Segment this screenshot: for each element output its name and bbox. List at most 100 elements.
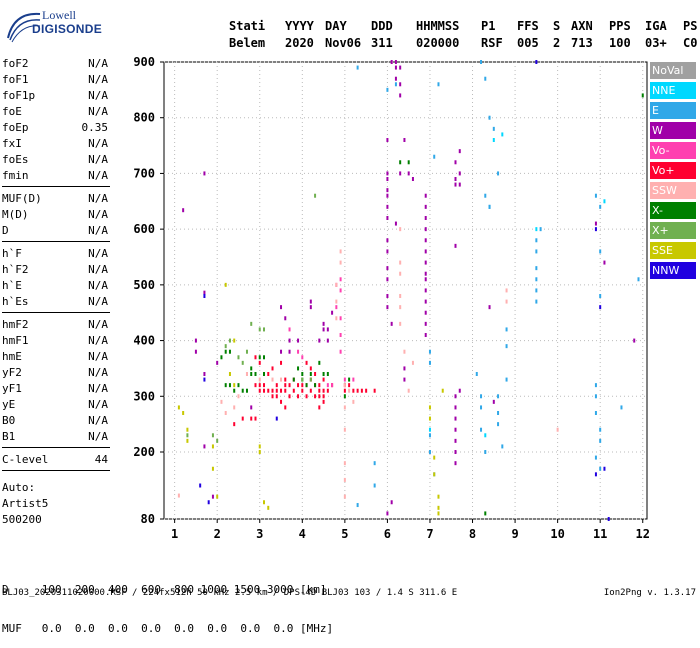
param-name: MUF(D) [2,192,42,205]
data-point-x [484,511,487,516]
data-point-e [428,450,431,454]
data-point-vo [280,388,283,393]
data-point-w [492,399,495,404]
param-name: D [2,224,9,237]
data-point-vo [301,388,304,393]
data-point-ssw [348,388,351,393]
data-point-x [233,388,236,393]
data-point-vo [233,422,236,427]
param-value: N/A [88,57,108,70]
data-point-w [424,310,427,315]
data-point-e [492,126,495,131]
data-point-e [356,503,359,508]
ionogram-plot: 1 2 3 4 5 6 7 8 9 10 11 128020030040050060070080090… [133,55,650,541]
data-point-w [280,305,283,310]
param-value: N/A [88,382,108,395]
data-point-x [211,433,214,438]
x-tick-label: 5 [341,527,348,541]
data-point-e [505,344,508,349]
data-point-nne [603,199,606,204]
header-value-10: 03+ [645,36,667,50]
data-point-vo [241,416,244,421]
param-row-hmF2: hmF2 N/A [2,317,110,333]
data-point-ssw [335,316,338,321]
y-tick-label: 300 [133,389,155,403]
data-point-vo [297,349,300,354]
header-labels: Stati YYYY DAY DDD HHMMSS P1 FFS S AXN PPS IGA PS [229,18,700,35]
data-point-e [599,427,602,432]
data-point-w [424,216,427,220]
data-point-w [386,305,389,310]
data-point-sse [441,388,444,393]
param-row-hmF1: hmF1 N/A [2,333,110,349]
param-name: fxI [2,137,22,150]
data-point-x [228,349,231,354]
data-point-w [424,238,427,243]
data-point-vo [348,383,351,388]
y-tick-label: 800 [133,111,155,125]
data-point-w [386,188,389,193]
data-point-ssw [177,493,180,498]
param-value: 0.35 [81,121,109,134]
data-point-ssw [339,249,342,254]
param-value: N/A [88,105,108,118]
data-point-sse [263,500,266,505]
data-point-vo [343,377,346,382]
data-point-w [280,349,283,354]
data-point-w [386,238,389,243]
data-point-x [216,438,219,443]
data-point-x [237,383,240,388]
data-point-w [454,450,457,454]
param-name: yF2 [2,366,22,379]
y-tick-label: 700 [133,166,155,180]
data-point-sse [233,338,236,343]
data-point-vo [284,405,287,410]
data-point-ssw [220,399,223,404]
data-point-w [424,333,427,337]
plot-frame [163,61,648,520]
data-point-vo [254,355,257,360]
data-point-ssw [258,377,261,382]
data-point-vo [360,388,363,393]
data-point-e [437,82,440,87]
data-point-w [203,290,206,295]
data-point-vo [339,333,342,337]
data-point-x [245,388,248,393]
data-point-ssw [352,399,355,404]
y-tick-label: 200 [133,445,155,459]
param-row-foEp: foEp 0.35 [2,120,110,136]
data-point-nnw [594,472,597,477]
data-point-w [386,511,389,516]
data-point-nnw [607,517,610,521]
data-point-e [480,394,483,399]
data-point-nnw [603,466,606,471]
data-point-ssw [399,227,402,232]
data-point-w [424,249,427,254]
data-point-ssw [335,299,338,304]
header-value-5: RSF [481,36,503,50]
header-label-4: HHMMSS [416,19,460,33]
data-point-w [458,149,461,154]
header-value-11: C0 [683,36,698,50]
data-point-w [454,182,457,187]
data-point-vo [318,383,321,388]
data-point-ssw [505,288,508,293]
data-point-ssw [343,461,346,466]
header-value-7: 2 [553,36,561,50]
header-value-9: 100 [609,36,631,50]
param-name: h`F [2,247,22,260]
logo-lowell-text: Lowell [42,8,76,22]
param-name: M(D) [2,208,29,221]
data-point-x [318,360,321,365]
data-point-sse [224,282,227,287]
data-point-e [535,288,538,293]
data-point-w [399,171,402,176]
data-point-w [594,221,597,226]
data-point-w [424,204,427,209]
legend-item-w: W [650,122,696,139]
data-point-ssw [505,299,508,304]
data-point-x [309,372,312,376]
data-point-ssw [237,394,240,399]
data-point-nne [428,427,431,432]
param-name: h`E [2,279,22,292]
